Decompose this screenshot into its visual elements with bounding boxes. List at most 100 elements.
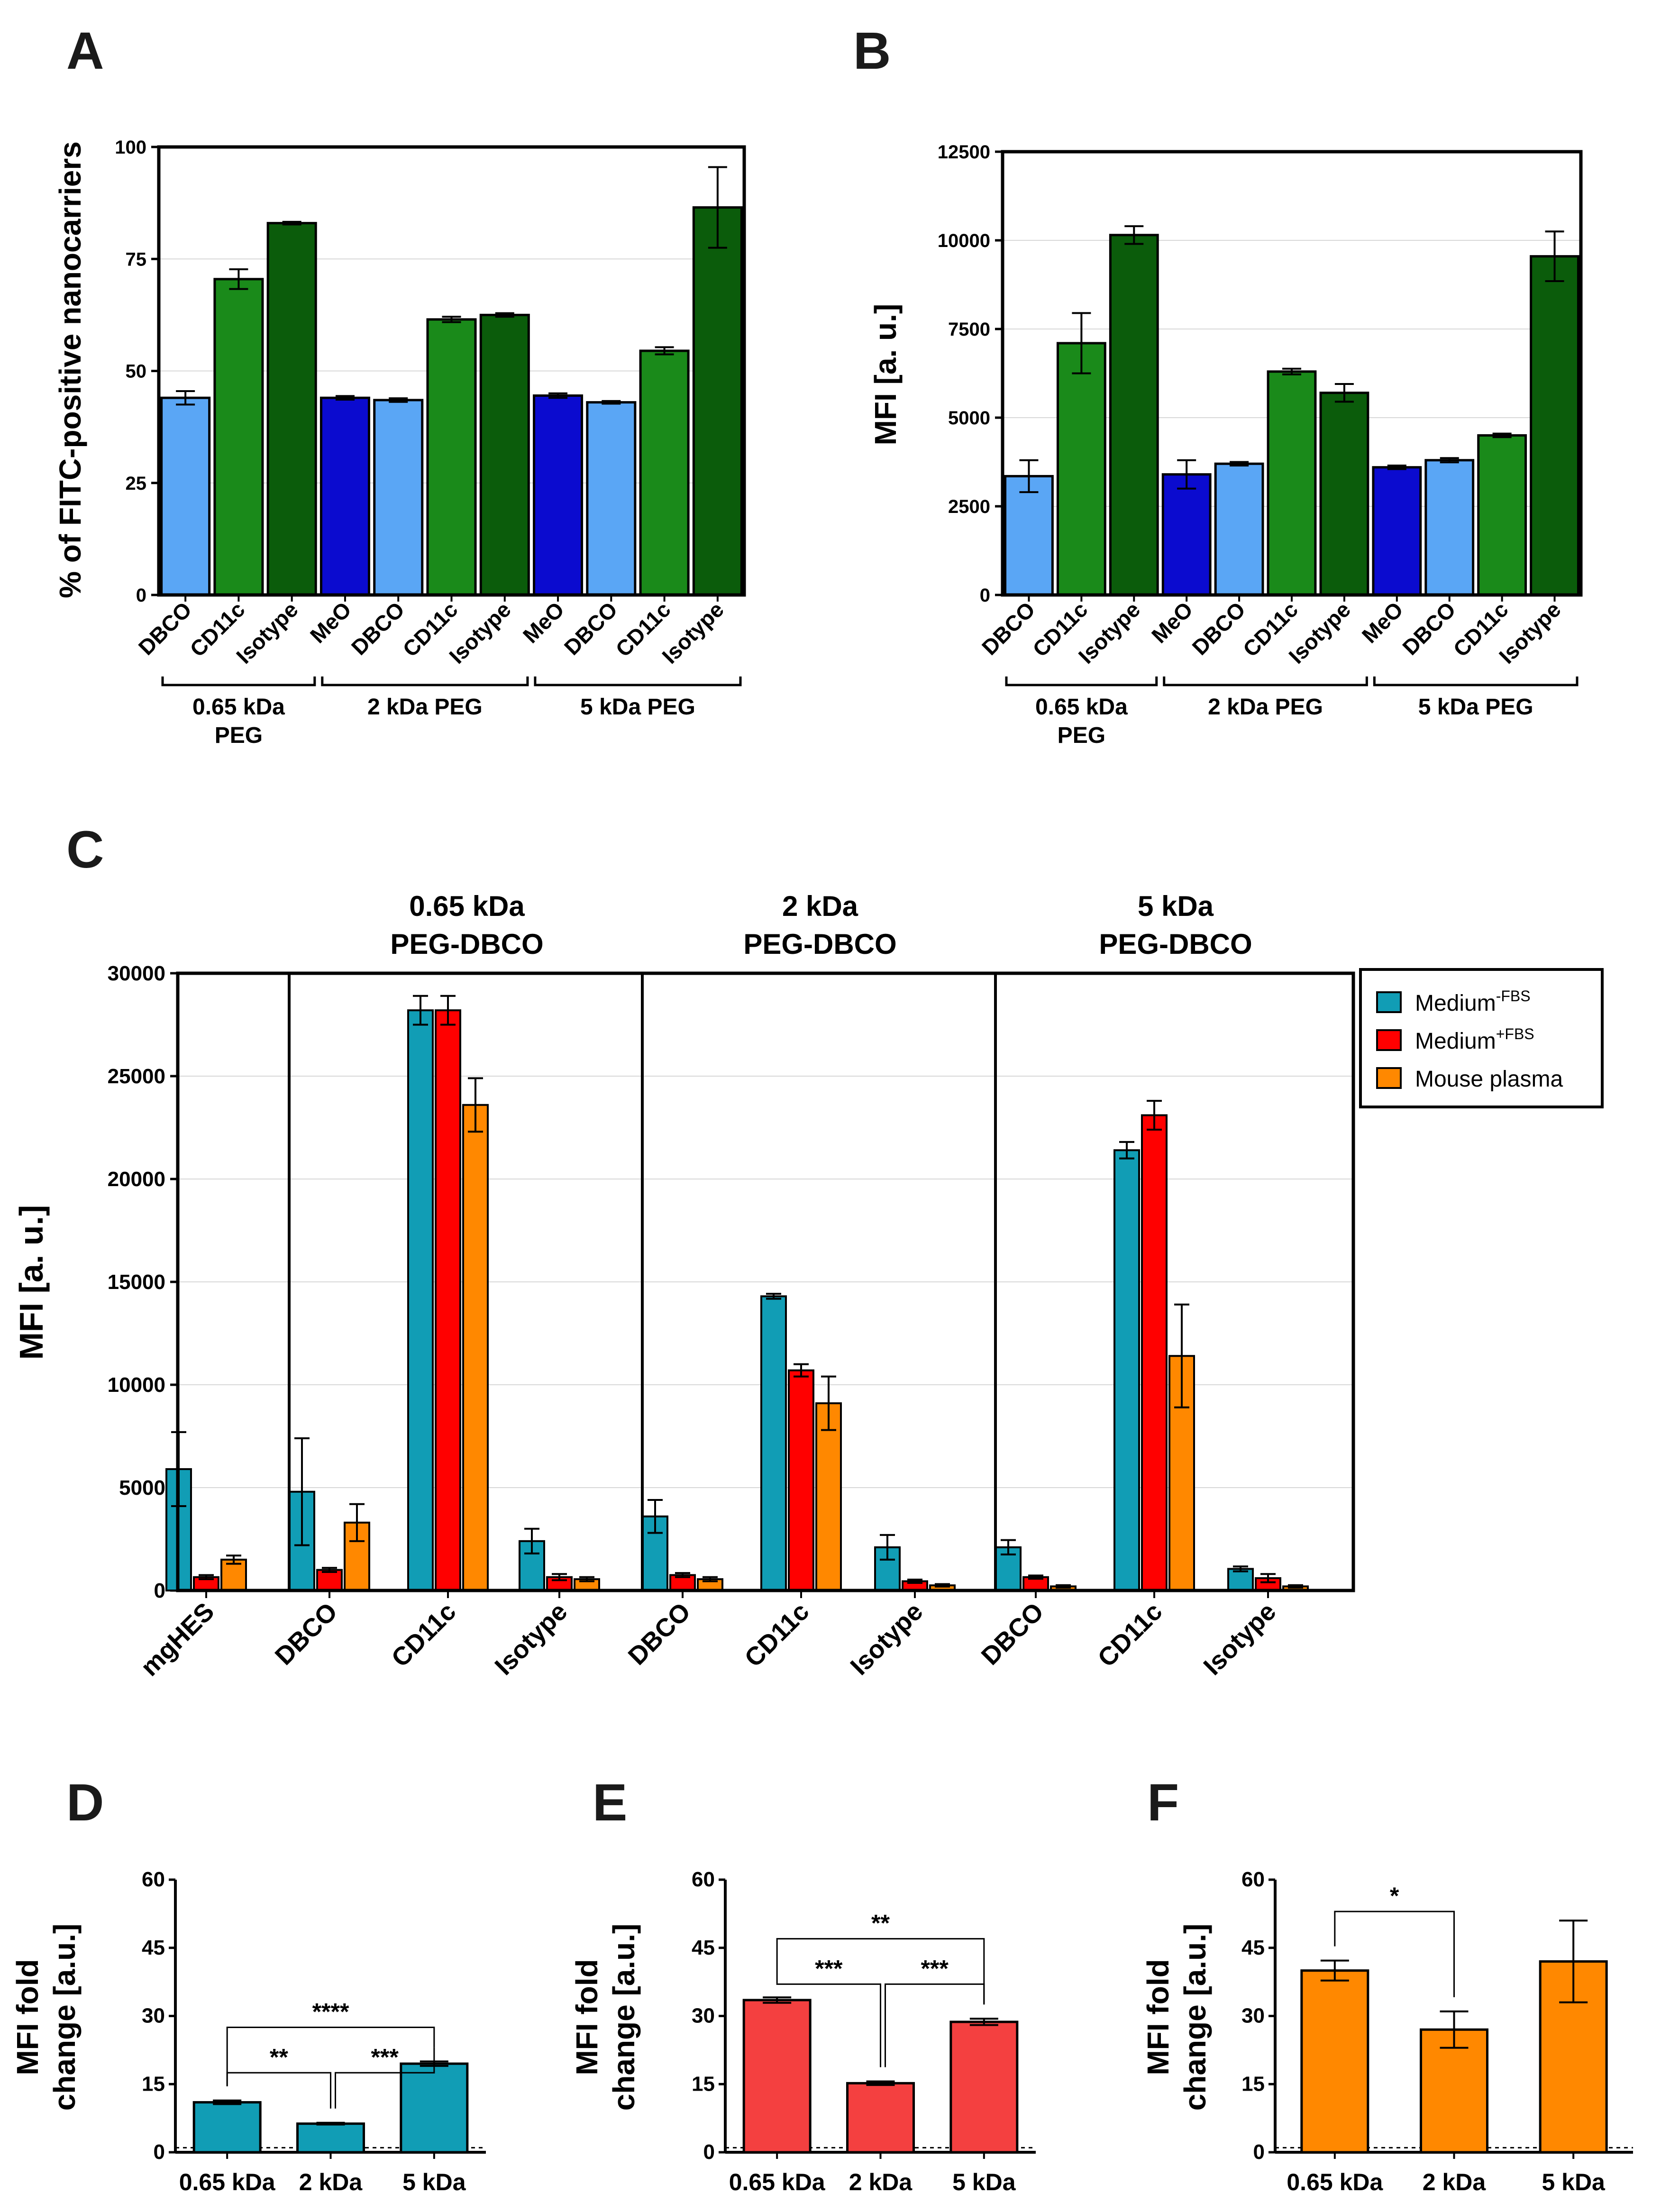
y-tick-label: 60 <box>142 1868 165 1891</box>
bar <box>1530 255 1579 596</box>
group-bracket <box>534 676 742 686</box>
bar <box>373 399 424 596</box>
legend: Medium-FBS Medium+FBS Mouse plasma <box>1359 968 1604 1108</box>
x-tick-label: DBCO <box>976 1597 1050 1671</box>
bar <box>400 2062 469 2154</box>
bar <box>1141 1114 1168 1591</box>
x-tick-label: 5 kDa <box>402 2169 466 2195</box>
x-tick-label: DBCO <box>1187 597 1250 660</box>
bar <box>533 394 584 596</box>
x-tick-label: 0.65 kDa <box>729 2169 826 2195</box>
bar <box>296 2122 365 2154</box>
x-tick-label: DBCO <box>1397 597 1460 660</box>
panel-label-d: D <box>66 1773 104 1832</box>
chart-f: 0 15 30 45 60 0.65 kDa 2 kDa 5 kDa * MFI fold chan… <box>1141 1868 1633 2195</box>
y-tick-label: 30 <box>692 2004 715 2028</box>
y-tick-label: 12500 <box>938 142 990 163</box>
y-tick-label: 15 <box>142 2072 165 2095</box>
bar <box>742 1999 812 2154</box>
legend-swatch <box>1376 1029 1402 1051</box>
y-tick-label: 0 <box>154 2140 165 2164</box>
group-label: 0.65 kDa <box>192 695 285 720</box>
significance-label: *** <box>371 2044 399 2070</box>
bar <box>1372 466 1422 596</box>
bar <box>479 313 530 596</box>
x-tick-label: CD11c <box>386 1597 461 1673</box>
bar <box>846 2082 915 2154</box>
group-label: PEG <box>215 723 263 748</box>
y-axis-title: MFI fold <box>1141 1959 1175 2075</box>
y-tick-label: 10000 <box>938 230 990 251</box>
bar <box>1161 473 1212 596</box>
significance-bracket <box>776 1938 985 2005</box>
significance-bracket <box>1334 1910 1455 1997</box>
section-title: 5 kDa <box>1138 890 1214 922</box>
legend-swatch <box>1376 991 1402 1013</box>
x-tick-label: DBCO <box>134 597 197 660</box>
significance-label: *** <box>815 1955 843 1982</box>
bar <box>1214 462 1264 596</box>
y-tick-label: 5000 <box>119 1476 165 1499</box>
x-tick-label: Isotype <box>489 1597 573 1681</box>
y-axis-title: MFI [a. u.] <box>868 304 903 446</box>
x-tick-label: DBCO <box>559 597 622 660</box>
bar <box>1319 392 1369 596</box>
y-axis-title: change [a.u.] <box>607 1924 641 2111</box>
x-tick-label: 0.65 kDa <box>179 2169 276 2195</box>
bar <box>435 1009 461 1592</box>
y-axis-title: MFI fold <box>10 1959 45 2075</box>
bar <box>639 349 690 596</box>
significance-label: * <box>1390 1883 1399 1909</box>
x-tick-label: 2 kDa <box>1423 2169 1487 2195</box>
x-tick-label: Isotype <box>845 1597 928 1681</box>
section-title: PEG-DBCO <box>743 928 896 960</box>
y-axis-title: % of FITC-positive nanocarriers <box>53 141 87 598</box>
group-bracket <box>161 676 316 686</box>
plot-frame <box>176 971 1355 1592</box>
panel-label-a: A <box>66 22 104 80</box>
y-tick-label: 45 <box>142 1936 165 1959</box>
bar <box>319 396 370 596</box>
legend-label: Medium-FBS <box>1415 987 1531 1016</box>
y-tick-label: 100 <box>115 137 146 158</box>
bar <box>462 1104 489 1591</box>
bar <box>1267 370 1317 596</box>
y-tick-label: 45 <box>692 1936 715 1959</box>
section-title: 0.65 kDa <box>409 890 525 922</box>
group-bracket <box>1373 676 1579 686</box>
chart-c: 0 5000 10000 15000 20000 25000 30000 mgHES DBCO C… <box>13 890 1604 1682</box>
plot-frame <box>157 145 746 597</box>
bar <box>788 1369 814 1592</box>
bar <box>192 2101 262 2154</box>
group-label: PEG <box>1058 723 1105 748</box>
y-axis-title: MFI fold <box>570 1959 604 2075</box>
group-label: 2 kDa PEG <box>1208 695 1323 720</box>
x-tick-label: DBCO <box>347 597 410 660</box>
legend-label: Mouse plasma <box>1415 1067 1563 1092</box>
y-axis-title: MFI [a. u.] <box>13 1205 50 1360</box>
y-tick-label: 7500 <box>948 319 990 340</box>
bar <box>407 1009 434 1592</box>
section-title: PEG-DBCO <box>390 928 543 960</box>
y-axis-title: change [a.u.] <box>47 1924 82 2111</box>
bar <box>760 1295 787 1591</box>
y-tick-label: 75 <box>126 249 147 270</box>
bar <box>1300 1969 1369 2154</box>
group-bracket <box>1163 676 1368 686</box>
y-tick-label: 0 <box>154 1579 165 1602</box>
panel-label-f: F <box>1147 1773 1179 1832</box>
y-tick-label: 30 <box>142 2004 165 2028</box>
section-title: PEG-DBCO <box>1099 928 1252 960</box>
x-tick-label: 0.65 kDa <box>1287 2169 1383 2195</box>
significance-label: *** <box>921 1955 949 1982</box>
group-bracket <box>1005 676 1158 686</box>
y-tick-label: 2500 <box>948 496 990 517</box>
significance-bracket <box>226 2026 435 2086</box>
bar <box>692 206 743 596</box>
x-tick-label: 5 kDa <box>952 2169 1016 2195</box>
significance-label: ** <box>871 1910 890 1937</box>
significance-label: **** <box>312 1998 349 2025</box>
y-tick-label: 60 <box>1241 1868 1265 1891</box>
